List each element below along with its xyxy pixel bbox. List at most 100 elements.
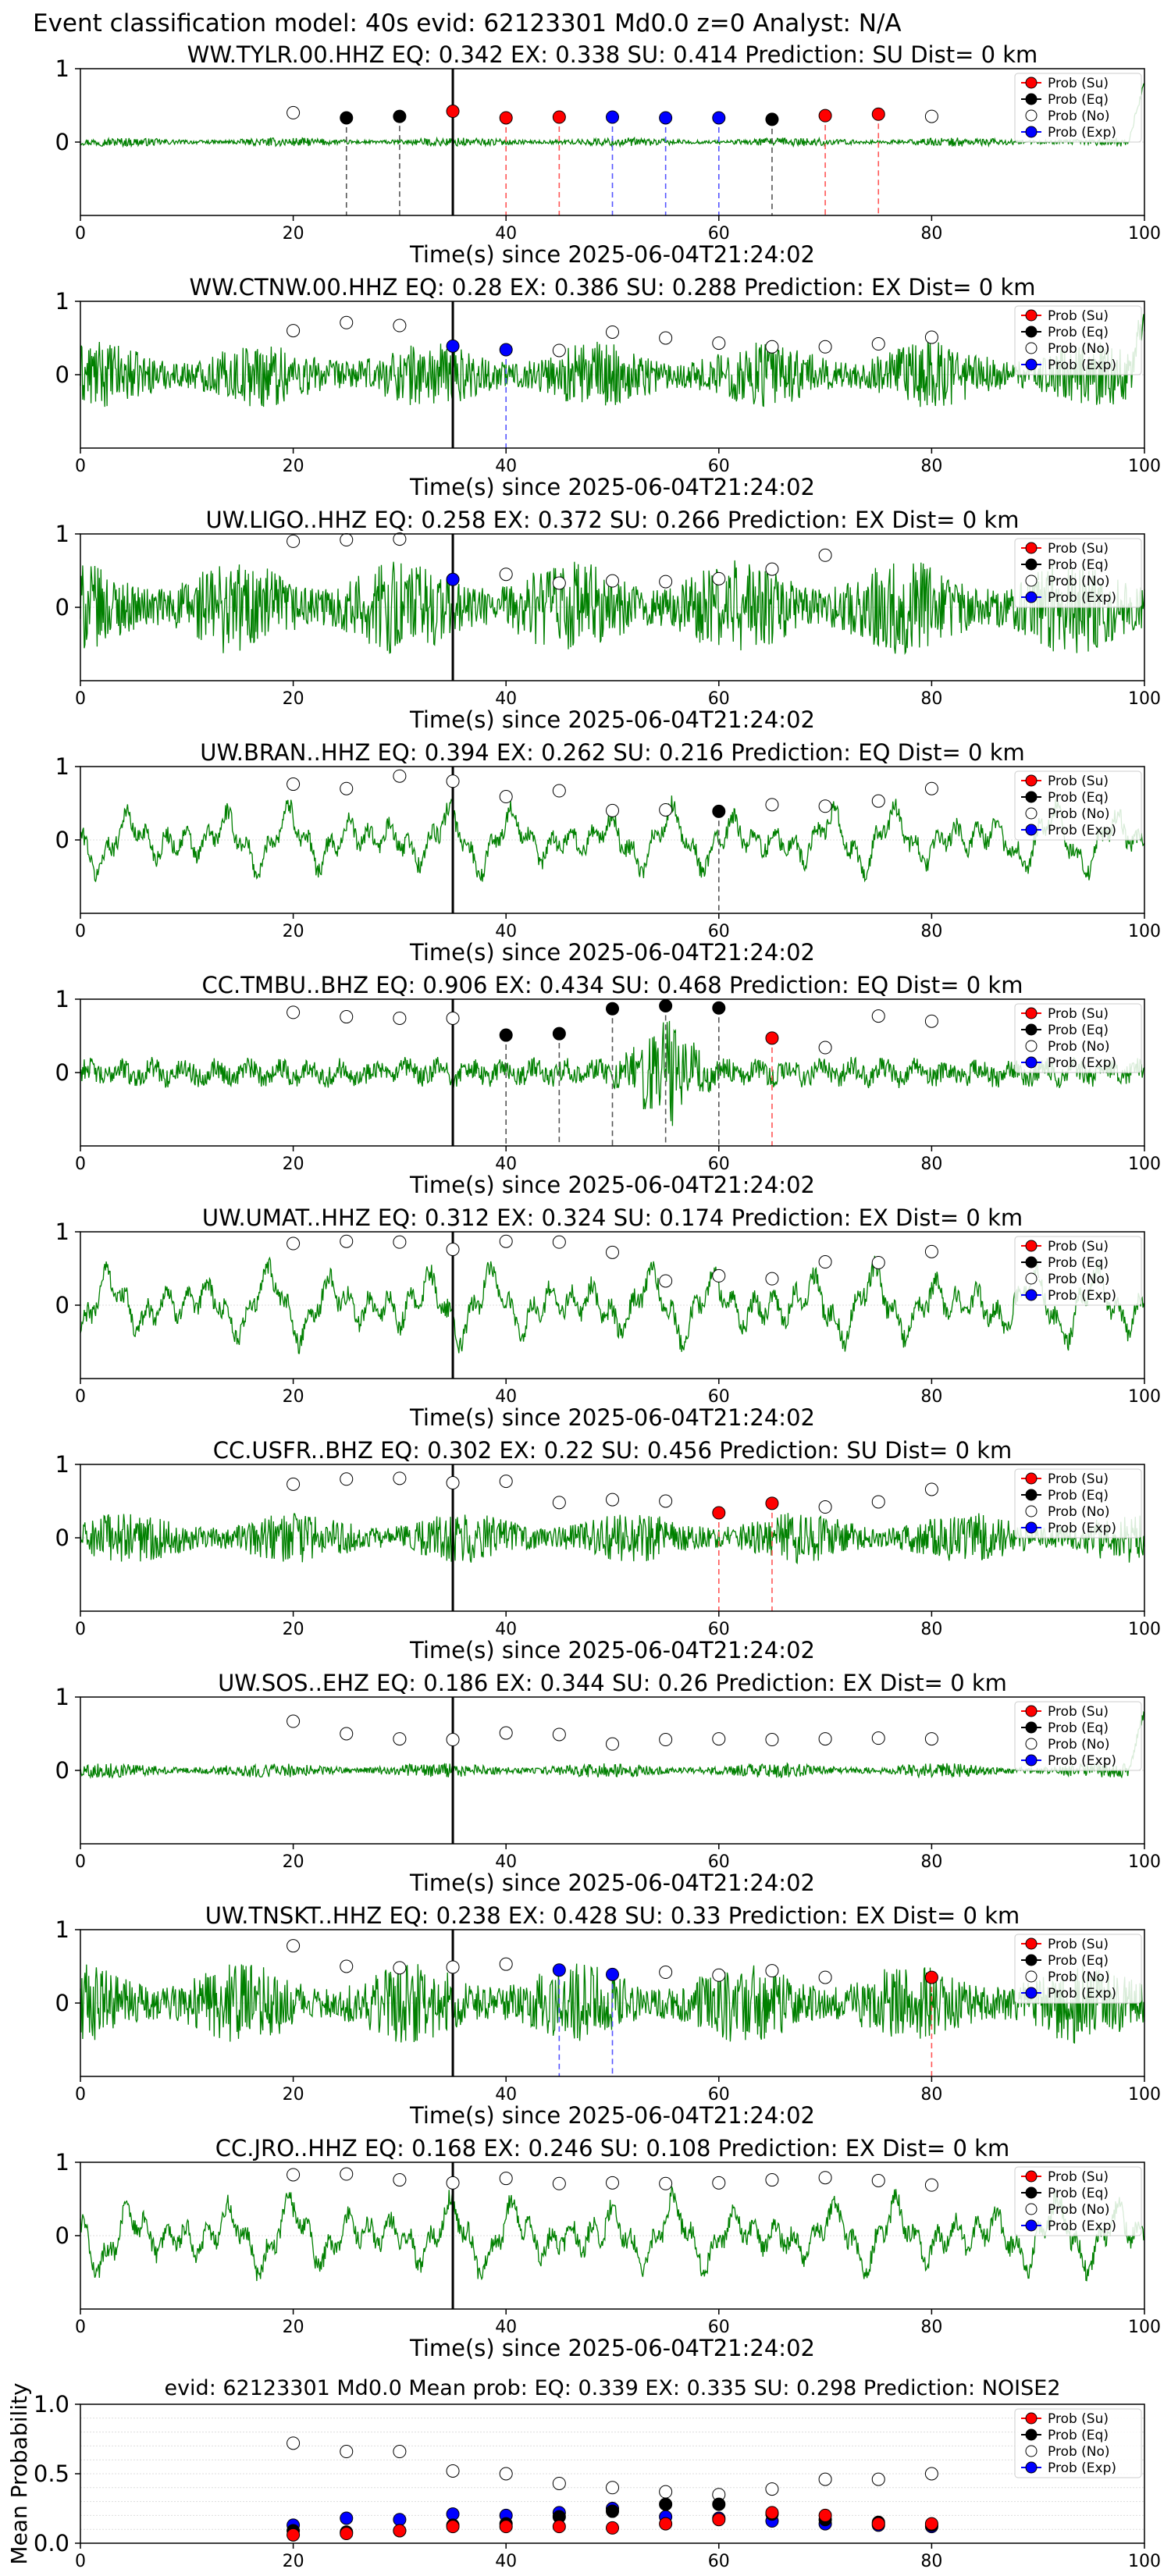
legend-marker: [1025, 358, 1038, 371]
figure-title: Event classification model: 40s evid: 62…: [33, 9, 902, 37]
prob-marker-no: [287, 1005, 301, 1019]
prob-marker-su: [712, 1506, 726, 1520]
prob-marker-no: [659, 575, 673, 589]
prob-marker-exp: [499, 343, 513, 357]
y-tick-label: 0: [55, 1525, 69, 1551]
x-tick-label: 80: [920, 922, 942, 941]
legend-label-su: Prob (Su): [1048, 1006, 1109, 1022]
prob-marker-su: [499, 111, 513, 125]
x-tick-label: 100: [1128, 457, 1161, 476]
legend-box: [1014, 1003, 1142, 1073]
prob-marker-no: [765, 2173, 779, 2187]
y-tick-label: 0: [55, 129, 69, 155]
legend-marker: [1025, 1489, 1038, 1501]
prob-marker-no: [765, 1272, 779, 1286]
prob-marker-no: [606, 1245, 619, 1259]
prob-marker-no: [818, 548, 832, 562]
prob-marker-no: [393, 532, 407, 546]
waveform-trace: [80, 1513, 1145, 1565]
prob-marker-no: [446, 1476, 460, 1489]
panel-4: UW.BRAN..HHZ EQ: 0.394 EX: 0.262 SU: 0.2…: [55, 739, 1161, 966]
prob-marker-no: [606, 1737, 619, 1751]
prob-marker-no: [924, 1482, 938, 1496]
x-tick-label: 80: [920, 2085, 942, 2105]
prob-marker-no: [818, 799, 832, 813]
y-tick-label: 0: [55, 1757, 69, 1784]
y-tick-label: 1: [55, 1451, 69, 1478]
mean-prob-point-no: [765, 2482, 779, 2496]
prob-marker-no: [446, 1011, 460, 1025]
x-axis-label: Time(s) since 2025-06-04T21:24:02: [409, 474, 815, 500]
prob-marker-eq: [712, 804, 726, 818]
prob-marker-su: [818, 109, 832, 123]
x-tick-label: 60: [708, 922, 730, 941]
x-axis-label: Time(s) since 2025-06-04T21:24:02: [409, 1172, 815, 1198]
x-tick-label: 80: [920, 1155, 942, 1174]
prob-marker-no: [393, 1011, 407, 1025]
panel-title: CC.JRO..HHZ EQ: 0.168 EX: 0.246 SU: 0.10…: [215, 2135, 1009, 2161]
prob-marker-no: [287, 777, 301, 792]
waveform-trace: [80, 560, 1145, 656]
legend-label-no: Prob (No): [1048, 1272, 1110, 1287]
legend-label-no: Prob (No): [1048, 1504, 1110, 1520]
x-tick-label: 40: [495, 1155, 517, 1174]
legend-label-eq: Prob (Eq): [1048, 2428, 1109, 2443]
x-axis-label: Time(s) since 2025-06-04T21:24:02: [409, 1870, 815, 1896]
mean-prob-point-su: [712, 2513, 726, 2527]
waveform-trace: [80, 1020, 1145, 1126]
y-tick-label: 1: [55, 288, 69, 315]
prob-marker-no: [446, 1243, 460, 1257]
x-tick-label: 40: [495, 2085, 517, 2105]
legend-label-no: Prob (No): [1048, 574, 1110, 589]
legend-marker: [1025, 807, 1038, 820]
prob-marker-exp: [446, 339, 460, 353]
prob-marker-no: [659, 331, 673, 345]
y-tick-label: 0: [55, 361, 69, 388]
prob-marker-eq: [499, 1028, 513, 1042]
prob-marker-no: [393, 1961, 407, 1975]
prob-marker-su: [924, 1970, 938, 1984]
x-tick-label: 100: [1128, 224, 1161, 244]
panel-title: evid: 62123301 Md0.0 Mean prob: EQ: 0.33…: [164, 2376, 1060, 2400]
x-tick-label: 20: [283, 689, 304, 709]
prob-marker-exp: [552, 1963, 566, 1977]
prob-marker-su: [446, 105, 460, 119]
panel-title: UW.TNSKT..HHZ EQ: 0.238 EX: 0.428 SU: 0.…: [205, 1902, 1020, 1929]
y-tick-label: 0: [55, 594, 69, 621]
prob-marker-no: [340, 1010, 354, 1024]
prob-marker-eq: [552, 1026, 566, 1041]
mean-prob-point-exp: [446, 2507, 460, 2521]
x-tick-label: 60: [708, 1852, 730, 1872]
legend-marker: [1025, 1472, 1038, 1485]
legend-box: [1014, 73, 1142, 143]
prob-marker-exp: [606, 110, 619, 124]
legend-label-exp: Prob (Exp): [1048, 358, 1116, 373]
prob-marker-no: [818, 1732, 832, 1746]
x-axis-label: Time(s) since 2025-06-04T21:24:02: [409, 939, 815, 966]
legend-label-su: Prob (Su): [1048, 2169, 1109, 2185]
x-tick-label: 0: [75, 689, 86, 709]
legend-label-su: Prob (Su): [1048, 1239, 1109, 1254]
mean-prob-point-exp: [393, 2513, 407, 2527]
x-axis-label: Time(s) since 2025-06-04T21:24:02: [409, 1404, 815, 1431]
legend-box: [1014, 1468, 1142, 1539]
legend-marker: [1025, 2428, 1038, 2441]
legend-label-no: Prob (No): [1048, 806, 1110, 822]
legend-label-su: Prob (Su): [1048, 1937, 1109, 1952]
legend-marker: [1025, 2170, 1038, 2183]
waveform-trace: [80, 2186, 1145, 2282]
legend-label-eq: Prob (Eq): [1048, 2186, 1109, 2201]
x-tick-label: 20: [283, 2318, 304, 2337]
x-axis-label: Time(s) since 2025-06-04T21:24:02: [409, 241, 815, 268]
legend-label-exp: Prob (Exp): [1048, 1288, 1116, 1304]
mean-prob-point-su: [340, 2527, 354, 2541]
legend-label-eq: Prob (Eq): [1048, 790, 1109, 806]
legend-marker: [1025, 2445, 1038, 2457]
prob-marker-no: [606, 574, 619, 588]
prob-marker-su: [765, 1496, 779, 1510]
prob-marker-no: [340, 781, 354, 795]
prob-marker-no: [924, 1732, 938, 1746]
prob-marker-no: [393, 1732, 407, 1746]
legend-marker: [1025, 1987, 1038, 1999]
legend-marker: [1025, 542, 1038, 554]
